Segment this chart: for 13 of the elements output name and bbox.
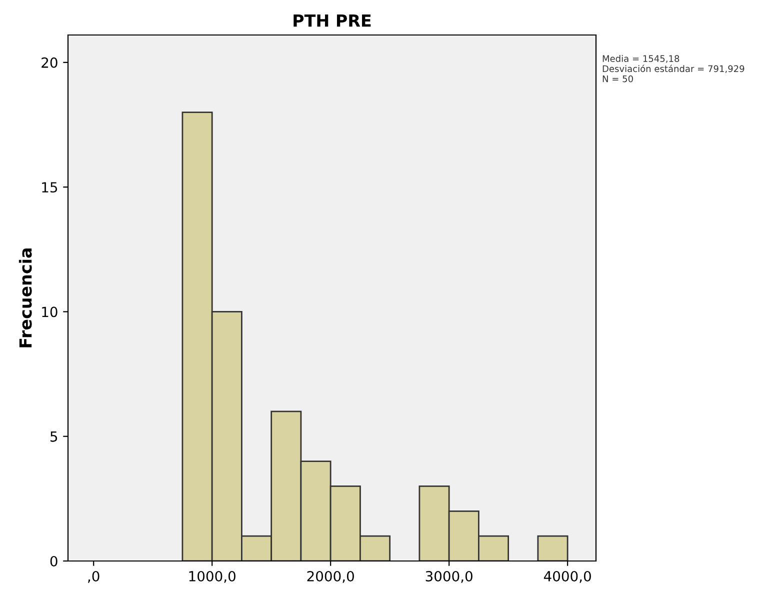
x-tick-label: ,0 bbox=[88, 570, 100, 583]
chart-title: PTH PRE bbox=[294, 14, 371, 27]
x-tick-label: 2000,0 bbox=[307, 570, 354, 583]
x-tick-label: 3000,0 bbox=[426, 570, 472, 583]
x-tick-label: 1000,0 bbox=[189, 570, 236, 583]
y-tick-label: 5 bbox=[50, 432, 58, 442]
text: Media = 1545,18 Desviación estándar = 791,929 N = 50 bbox=[602, 55, 744, 82]
y-tick-label: 15 bbox=[42, 182, 58, 193]
x-tick-label: 4000,0 bbox=[544, 570, 591, 583]
y-tick-label: 10 bbox=[42, 306, 58, 318]
y-tick-label: 20 bbox=[42, 57, 58, 68]
y-tick-label: 0 bbox=[50, 556, 58, 566]
y-axis-title: Frecuencia bbox=[18, 248, 32, 348]
